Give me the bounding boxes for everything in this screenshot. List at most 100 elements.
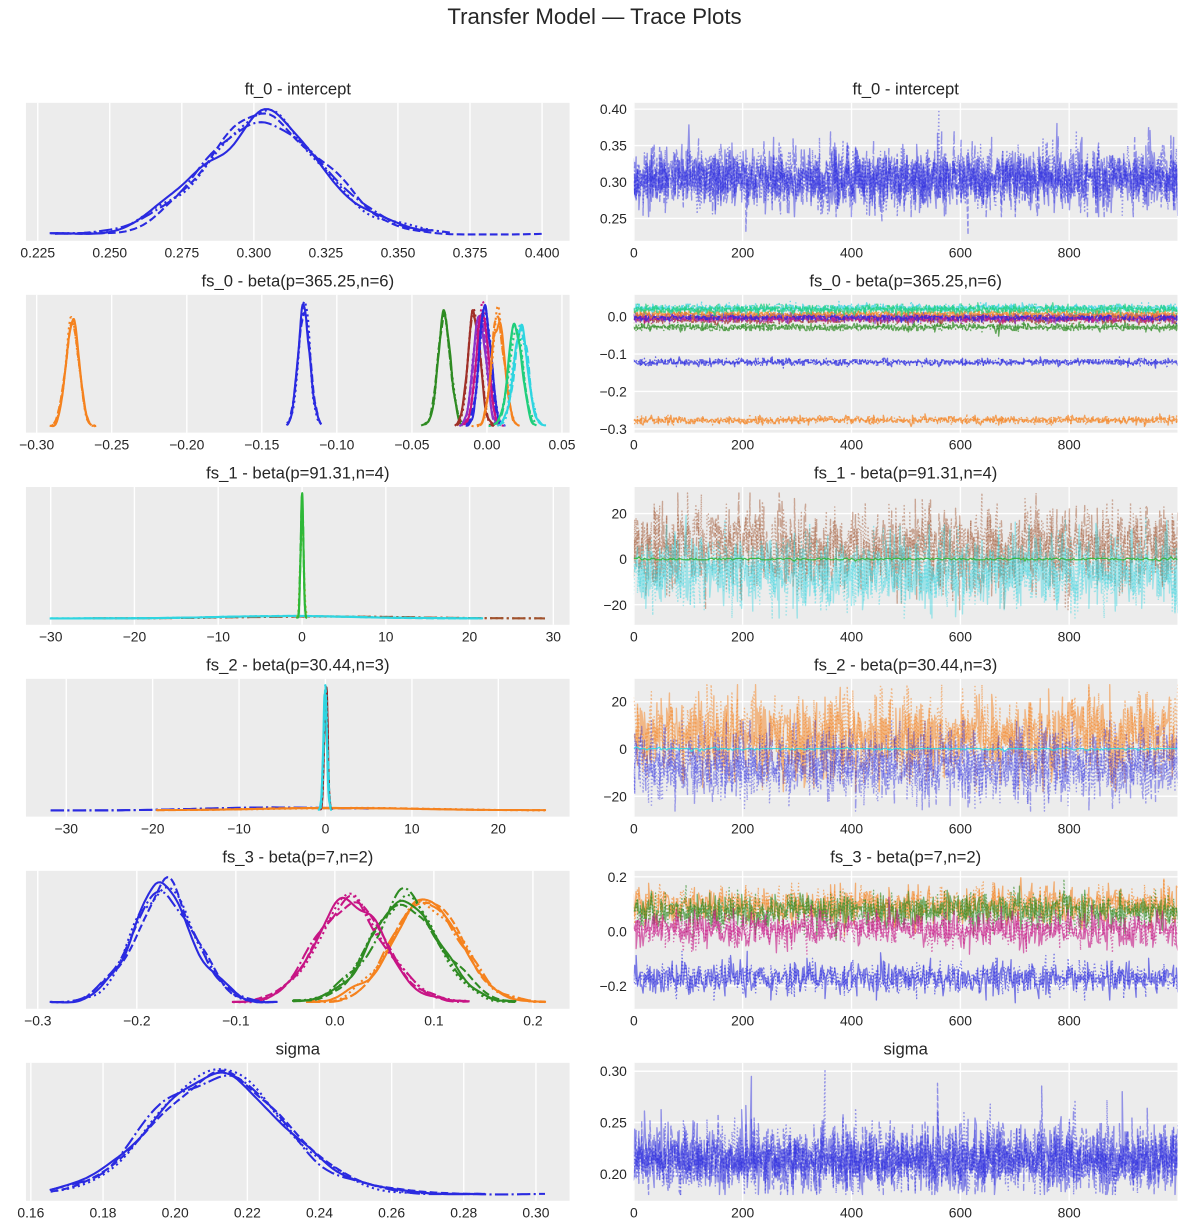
svg-text:0.250: 0.250	[92, 245, 127, 261]
svg-text:ft_0 - intercept: ft_0 - intercept	[245, 80, 352, 99]
svg-text:600: 600	[949, 821, 972, 837]
svg-text:−0.10: −0.10	[319, 437, 354, 453]
svg-text:0.300: 0.300	[237, 245, 272, 261]
svg-text:0.20: 0.20	[600, 1166, 627, 1182]
svg-text:fs_0 - beta(p=365.25,n=6): fs_0 - beta(p=365.25,n=6)	[809, 272, 1002, 291]
svg-text:ft_0 - intercept: ft_0 - intercept	[852, 80, 959, 99]
svg-text:400: 400	[840, 1013, 863, 1029]
svg-text:−0.20: −0.20	[169, 437, 204, 453]
svg-text:0.0: 0.0	[325, 1013, 345, 1029]
svg-text:−20: −20	[603, 788, 627, 804]
svg-text:−30: −30	[54, 821, 78, 837]
svg-text:0.05: 0.05	[548, 437, 575, 453]
svg-text:−0.3: −0.3	[24, 1013, 52, 1029]
svg-text:600: 600	[949, 1013, 972, 1029]
svg-text:0.16: 0.16	[17, 1205, 44, 1221]
svg-text:0.0: 0.0	[608, 923, 628, 939]
svg-text:200: 200	[731, 821, 754, 837]
svg-text:0.225: 0.225	[20, 245, 55, 261]
svg-text:600: 600	[949, 1205, 972, 1221]
svg-text:0: 0	[630, 1013, 638, 1029]
svg-text:sigma: sigma	[276, 1040, 321, 1059]
svg-text:0.25: 0.25	[600, 210, 627, 226]
svg-text:0.00: 0.00	[473, 437, 500, 453]
svg-text:0.325: 0.325	[309, 245, 344, 261]
svg-text:400: 400	[840, 437, 863, 453]
svg-text:0.2: 0.2	[608, 869, 628, 885]
svg-text:fs_1 - beta(p=91.31,n=4): fs_1 - beta(p=91.31,n=4)	[814, 464, 997, 483]
svg-text:0.0: 0.0	[608, 309, 628, 325]
svg-text:fs_3 - beta(p=7,n=2): fs_3 - beta(p=7,n=2)	[830, 848, 981, 867]
svg-text:600: 600	[949, 629, 972, 645]
svg-text:−0.1: −0.1	[600, 346, 628, 362]
svg-text:0.28: 0.28	[450, 1205, 477, 1221]
svg-text:−0.2: −0.2	[600, 978, 628, 994]
svg-text:0.26: 0.26	[378, 1205, 405, 1221]
svg-text:0.35: 0.35	[600, 138, 627, 154]
svg-text:0: 0	[619, 551, 627, 567]
svg-text:−0.3: −0.3	[600, 421, 628, 437]
svg-text:600: 600	[949, 245, 972, 261]
svg-text:0.24: 0.24	[306, 1205, 333, 1221]
svg-text:200: 200	[731, 1205, 754, 1221]
svg-text:0.22: 0.22	[234, 1205, 261, 1221]
svg-text:fs_2 - beta(p=30.44,n=3): fs_2 - beta(p=30.44,n=3)	[814, 656, 997, 675]
svg-text:0: 0	[630, 821, 638, 837]
svg-text:800: 800	[1058, 437, 1081, 453]
svg-text:0.18: 0.18	[90, 1205, 117, 1221]
svg-text:400: 400	[840, 1205, 863, 1221]
svg-text:0: 0	[630, 437, 638, 453]
svg-text:600: 600	[949, 437, 972, 453]
svg-text:fs_3 - beta(p=7,n=2): fs_3 - beta(p=7,n=2)	[222, 848, 373, 867]
svg-text:fs_1 - beta(p=91.31,n=4): fs_1 - beta(p=91.31,n=4)	[206, 464, 389, 483]
svg-text:0.375: 0.375	[453, 245, 488, 261]
svg-text:0: 0	[298, 629, 306, 645]
svg-text:20: 20	[611, 694, 627, 710]
svg-text:0.400: 0.400	[525, 245, 560, 261]
svg-text:10: 10	[378, 629, 394, 645]
svg-text:−30: −30	[39, 629, 63, 645]
svg-text:400: 400	[840, 629, 863, 645]
svg-text:800: 800	[1058, 821, 1081, 837]
svg-text:0: 0	[630, 245, 638, 261]
svg-text:200: 200	[731, 629, 754, 645]
svg-text:−10: −10	[206, 629, 230, 645]
svg-text:−20: −20	[603, 597, 627, 613]
svg-text:0.30: 0.30	[522, 1205, 549, 1221]
svg-text:−0.25: −0.25	[94, 437, 129, 453]
svg-text:Transfer Model — Trace Plots: Transfer Model — Trace Plots	[447, 4, 741, 29]
svg-text:30: 30	[546, 629, 562, 645]
svg-text:800: 800	[1058, 1013, 1081, 1029]
svg-text:0.30: 0.30	[600, 1063, 627, 1079]
svg-text:200: 200	[731, 245, 754, 261]
svg-text:sigma: sigma	[883, 1040, 928, 1059]
svg-text:0.20: 0.20	[162, 1205, 189, 1221]
svg-text:400: 400	[840, 821, 863, 837]
svg-text:200: 200	[731, 1013, 754, 1029]
svg-text:0: 0	[630, 629, 638, 645]
svg-text:−20: −20	[141, 821, 165, 837]
svg-text:800: 800	[1058, 245, 1081, 261]
svg-text:20: 20	[462, 629, 478, 645]
svg-text:20: 20	[611, 506, 627, 522]
svg-text:−0.05: −0.05	[394, 437, 429, 453]
svg-text:fs_0 - beta(p=365.25,n=6): fs_0 - beta(p=365.25,n=6)	[202, 272, 395, 291]
svg-text:20: 20	[491, 821, 507, 837]
svg-text:−10: −10	[227, 821, 251, 837]
svg-text:0.25: 0.25	[600, 1115, 627, 1131]
svg-text:400: 400	[840, 245, 863, 261]
svg-text:0: 0	[630, 1205, 638, 1221]
svg-text:−0.2: −0.2	[123, 1013, 151, 1029]
svg-text:0.40: 0.40	[600, 101, 627, 117]
svg-text:0.30: 0.30	[600, 174, 627, 190]
svg-text:0: 0	[322, 821, 330, 837]
svg-text:fs_2 - beta(p=30.44,n=3): fs_2 - beta(p=30.44,n=3)	[206, 656, 389, 675]
svg-text:−0.15: −0.15	[244, 437, 279, 453]
svg-text:10: 10	[404, 821, 420, 837]
svg-text:800: 800	[1058, 1205, 1081, 1221]
svg-text:800: 800	[1058, 629, 1081, 645]
svg-text:0: 0	[619, 741, 627, 757]
svg-text:0.1: 0.1	[424, 1013, 444, 1029]
svg-text:−0.1: −0.1	[222, 1013, 250, 1029]
svg-text:200: 200	[731, 437, 754, 453]
